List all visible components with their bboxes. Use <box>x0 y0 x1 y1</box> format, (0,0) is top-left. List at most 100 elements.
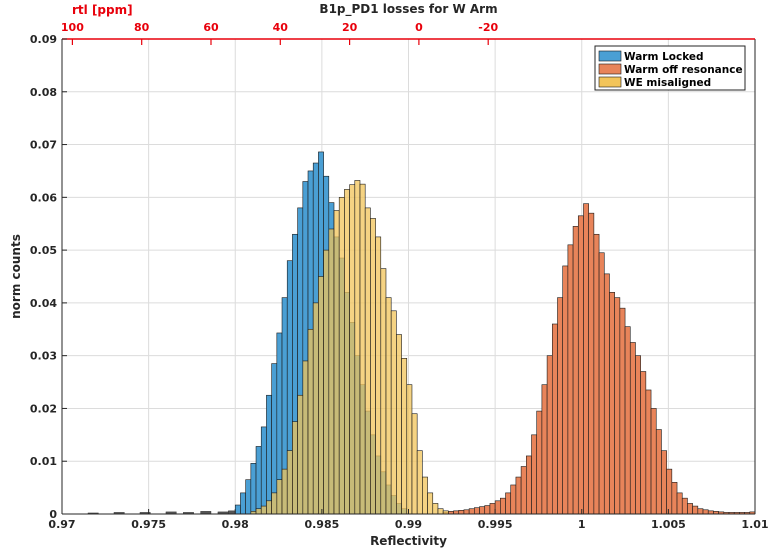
histogram-bar <box>702 509 709 515</box>
histogram-bar <box>437 508 444 515</box>
histogram-bar <box>583 203 589 515</box>
chart-title: B1p_PD1 losses for W Arm <box>319 2 497 17</box>
histogram-bar <box>671 482 678 515</box>
histogram-bar <box>489 503 496 515</box>
histogram-bar <box>260 426 267 515</box>
histogram-bar <box>318 276 324 515</box>
histogram-bar <box>510 484 517 515</box>
histogram-bar <box>411 413 418 515</box>
histogram-bar <box>687 503 693 515</box>
histogram-bar <box>364 207 371 515</box>
legend-entry-label: WE misaligned <box>624 77 711 89</box>
histogram-bar <box>494 500 501 515</box>
histogram-bar <box>416 450 423 515</box>
x-tick-label: 0.975 <box>131 518 166 531</box>
histogram-bar <box>323 249 330 515</box>
histogram-bar <box>240 492 246 515</box>
histogram-bar <box>432 503 439 515</box>
histogram-bar <box>281 468 288 515</box>
histogram-bar <box>370 218 376 515</box>
histogram-bar <box>234 504 241 515</box>
histogram-bar <box>655 429 662 515</box>
top-tick-label: 0 <box>415 21 423 34</box>
y-tick-label: 0 <box>49 508 57 521</box>
histogram-bar <box>333 210 340 515</box>
histogram-bar <box>572 226 579 515</box>
histogram-bar <box>286 450 293 515</box>
histogram-bar <box>598 252 605 515</box>
histogram-bar <box>474 507 480 515</box>
histogram-bar <box>520 466 527 515</box>
histogram-bar <box>380 268 387 515</box>
histogram-bar <box>536 410 543 515</box>
y-tick-label: 0.06 <box>30 191 57 204</box>
histogram-bar <box>250 463 257 515</box>
histogram-bar <box>245 479 252 515</box>
histogram-bar <box>307 328 314 515</box>
top-tick-label: 60 <box>203 21 219 34</box>
histogram-bar <box>697 508 704 515</box>
histogram-bar <box>344 189 350 515</box>
histogram-bar <box>531 434 538 515</box>
histogram-bar <box>562 265 569 515</box>
top-tick-label: 80 <box>134 21 150 34</box>
histogram-bar <box>619 307 626 515</box>
histogram-bar <box>666 468 673 515</box>
y-tick-label: 0.02 <box>30 402 57 415</box>
histogram-bar <box>484 505 491 515</box>
histogram-bars <box>87 151 756 515</box>
legend-entry-label: Warm off resonance <box>624 64 743 76</box>
histogram-bar <box>609 292 615 515</box>
histogram-bar <box>541 384 548 515</box>
top-tick-label: -20 <box>478 21 498 34</box>
histogram-bar <box>463 509 470 515</box>
histogram-bar <box>255 508 262 515</box>
histogram-bar <box>266 394 272 515</box>
histogram-bar <box>349 184 356 515</box>
x-tick-label: 1.005 <box>651 518 686 531</box>
histogram-bar <box>390 310 397 515</box>
histogram-bar <box>427 492 434 515</box>
histogram-bar <box>458 510 465 515</box>
top-tick-label: 40 <box>273 21 289 34</box>
legend-swatch <box>598 76 622 88</box>
y-tick-label: 0.04 <box>30 297 57 310</box>
histogram-bar <box>396 334 402 515</box>
histogram-bar <box>468 508 475 515</box>
histogram-bar <box>614 297 621 515</box>
histogram-bar <box>271 492 278 515</box>
histogram-bar <box>276 479 283 515</box>
histogram-bar <box>551 323 558 515</box>
legend-entry-label: Warm Locked <box>624 51 704 63</box>
histogram-bar <box>567 244 574 515</box>
top-tick-label: 100 <box>61 21 84 34</box>
histogram-bar <box>312 302 319 515</box>
histogram-bar <box>692 505 699 515</box>
histogram-bar <box>266 500 272 515</box>
top-tick-label: 20 <box>342 21 358 34</box>
x-tick-label: 0.985 <box>304 518 339 531</box>
histogram-bar <box>271 363 278 515</box>
histogram-bar <box>401 358 408 515</box>
x-tick-label: 0.995 <box>478 518 513 531</box>
histogram-bar <box>338 197 345 515</box>
histogram-bar <box>354 180 361 515</box>
histogram-bar <box>661 450 667 515</box>
histogram-bar <box>328 228 335 515</box>
legend-swatch <box>598 63 622 75</box>
histogram-bar <box>260 505 267 515</box>
histogram-bar <box>640 371 647 515</box>
histogram-bar <box>505 492 512 515</box>
series-we-misaligned <box>250 180 449 515</box>
histogram-bar <box>577 215 584 515</box>
histogram-bar <box>676 492 683 515</box>
y-tick-label: 0.01 <box>30 455 57 468</box>
y-tick-label: 0.09 <box>30 33 57 46</box>
y-tick-label: 0.05 <box>30 244 57 257</box>
histogram-bar <box>557 297 563 515</box>
histogram-bar <box>515 476 522 515</box>
x-tick-label: 1.01 <box>741 518 768 531</box>
x-tick-label: 1 <box>578 518 586 531</box>
